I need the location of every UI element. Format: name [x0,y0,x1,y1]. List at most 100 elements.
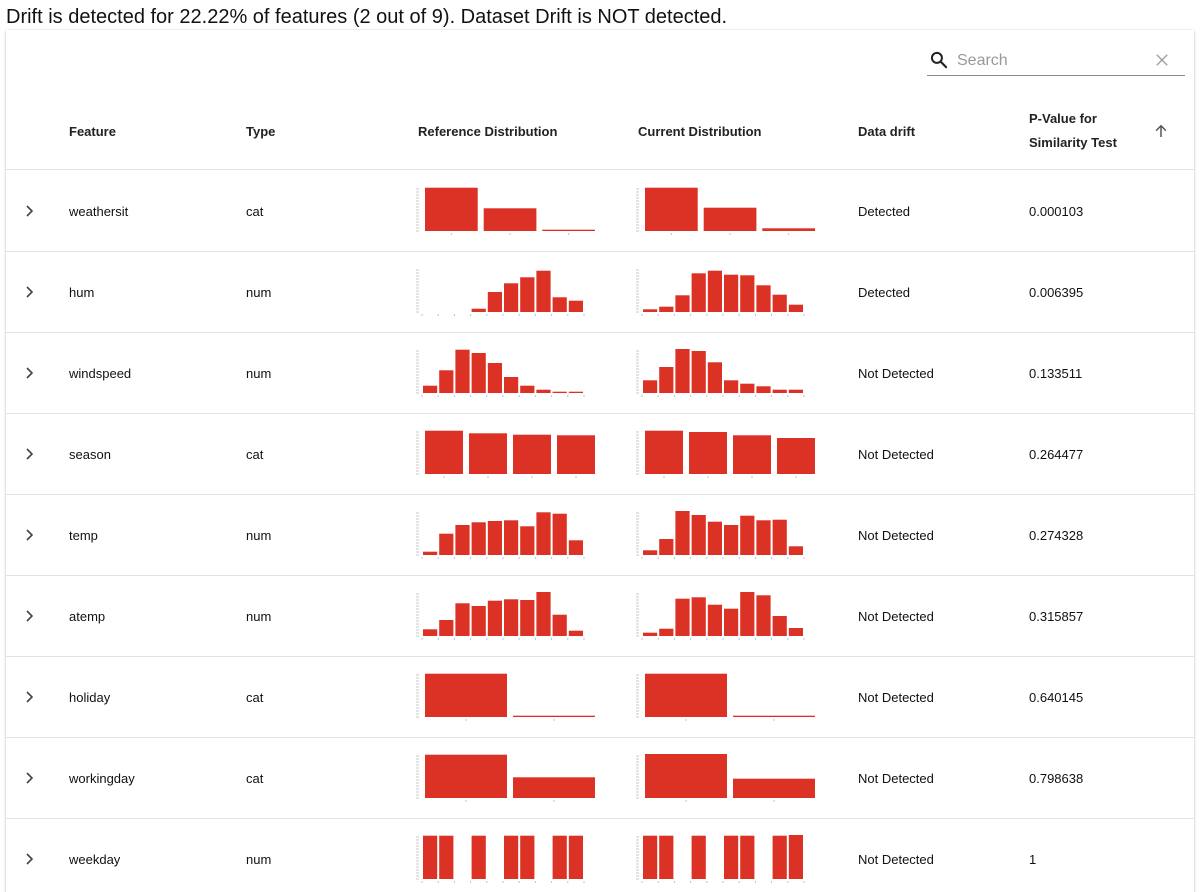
table-row[interactable]: workingday cat Not Detected 0.798638 [6,738,1194,819]
reference-distribution-bar [520,835,535,879]
column-header-feature[interactable]: Feature [69,124,116,139]
current-distribution-bar [733,778,815,798]
current-distribution-bar [724,525,739,555]
chevron-right-icon[interactable] [22,364,38,382]
drift-table-panel: Feature Type Reference Distribution Curr… [6,30,1194,892]
p-value: 0.133511 [1029,366,1083,381]
column-header-data-drift[interactable]: Data drift [858,124,916,139]
chevron-right-icon[interactable] [22,526,38,544]
feature-type: cat [246,447,264,462]
current-distribution-chart [636,511,805,559]
data-drift-status: Not Detected [858,366,934,381]
current-distribution-chart [636,592,805,640]
reference-distribution-bar [536,592,551,636]
current-distribution-bar [659,306,674,312]
table-row[interactable]: temp num Not Detected 0.274328 [6,495,1194,576]
column-header-type[interactable]: Type [246,124,276,139]
current-distribution-bar [643,380,658,393]
table-row[interactable]: holiday cat Not Detected 0.640145 [6,657,1194,738]
table-header: Feature Type Reference Distribution Curr… [6,90,1194,170]
reference-distribution-bar [520,277,535,312]
current-distribution-bar [675,349,690,393]
column-header-pvalue-line1: P-Value for [1029,111,1097,126]
reference-distribution-bar [520,385,535,393]
current-distribution-bar [703,207,757,231]
feature-type: cat [246,771,264,786]
reference-distribution-bar [425,187,478,231]
p-value: 0.006395 [1029,285,1084,300]
current-distribution-bar [777,438,815,474]
current-distribution-bar [724,835,739,879]
reference-distribution-bar [520,526,535,555]
feature-name: season [69,447,111,462]
reference-distribution-bar [568,300,583,312]
data-drift-status: Not Detected [858,852,934,867]
reference-distribution-chart [416,269,585,316]
current-distribution-bar [675,598,690,636]
current-distribution-chart [636,187,815,235]
reference-distribution-bar [455,603,470,636]
current-distribution-bar [659,628,674,636]
reference-distribution-bar [439,620,454,636]
current-distribution-bar [724,380,739,393]
chevron-right-icon[interactable] [22,850,38,868]
chevron-right-icon[interactable] [22,202,38,220]
table-row[interactable]: weathersit cat Detected 0.000103 [6,171,1194,252]
close-icon[interactable] [1153,51,1171,69]
reference-distribution-bar [504,599,519,636]
current-distribution-bar [724,274,739,312]
current-distribution-bar [691,515,706,555]
chevron-right-icon[interactable] [22,769,38,787]
reference-distribution-bar [487,600,502,636]
chevron-right-icon[interactable] [22,445,38,463]
reference-distribution-chart [416,187,595,235]
column-header-pvalue[interactable]: P-Value for Similarity Test [1029,107,1117,155]
feature-type: num [246,285,272,300]
reference-distribution-bar [425,673,507,717]
chevron-right-icon[interactable] [22,688,38,706]
reference-distribution-bar [568,630,583,636]
current-distribution-bar [691,273,706,312]
chevron-right-icon[interactable] [22,283,38,301]
current-distribution-bar [740,275,755,312]
current-distribution-bar [733,435,771,474]
current-distribution-bar [645,187,698,231]
table-row[interactable]: weekday num Not Detected 1 [6,819,1194,892]
data-drift-status: Not Detected [858,447,934,462]
current-distribution-bar [733,715,815,717]
current-distribution-bar [643,632,658,636]
reference-distribution-bar [568,540,583,555]
chevron-right-icon[interactable] [22,607,38,625]
reference-distribution-bar [423,551,438,555]
reference-distribution-chart [416,673,595,721]
table-row[interactable]: windspeed num Not Detected 0.133511 [6,333,1194,414]
current-distribution-bar [788,304,803,312]
reference-distribution-bar [552,614,567,636]
reference-distribution-bar [471,835,486,879]
reference-distribution-bar [439,370,454,393]
current-distribution-bar [756,595,771,636]
current-distribution-bar [691,351,706,393]
search-input[interactable] [957,50,1147,72]
current-distribution-bar [659,539,674,555]
data-drift-status: Detected [858,285,911,300]
p-value: 0.000103 [1029,204,1084,219]
feature-name: workingday [69,771,135,786]
reference-distribution-bar [536,270,551,312]
current-distribution-bar [689,432,727,474]
table-row[interactable]: hum num Detected 0.006395 [6,252,1194,333]
current-distribution-chart [636,349,805,397]
reference-distribution-bar [423,385,438,393]
current-distribution-bar [659,835,674,879]
arrow-up-icon[interactable] [1152,122,1170,140]
table-row[interactable]: season cat Not Detected 0.264477 [6,414,1194,495]
feature-type: num [246,528,272,543]
current-distribution-bar [691,597,706,636]
table-row[interactable]: atemp num Not Detected 0.315857 [6,576,1194,657]
column-header-pvalue-line2: Similarity Test [1029,135,1117,150]
current-distribution-bar [643,550,658,555]
data-drift-status: Detected [858,204,911,219]
current-distribution-bar [756,285,771,312]
reference-distribution-bar [439,533,454,555]
reference-distribution-bar [513,777,595,798]
